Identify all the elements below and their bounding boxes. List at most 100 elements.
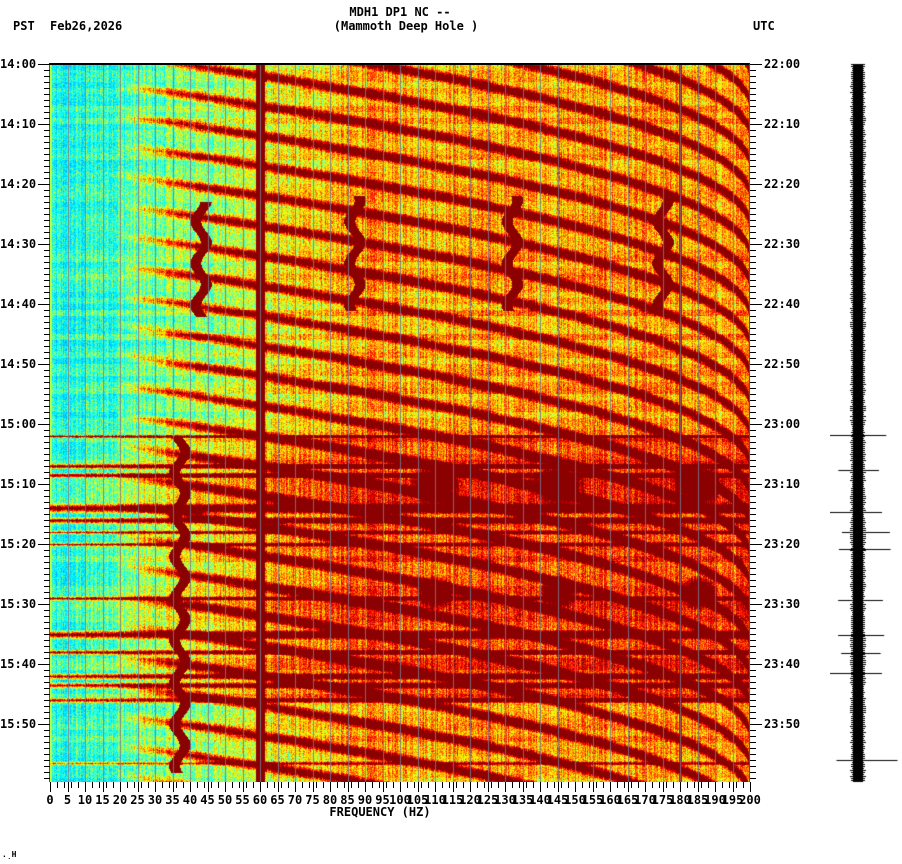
y-tick-right (750, 520, 756, 521)
x-tick (526, 782, 527, 788)
y-tick-right (750, 508, 756, 509)
x-tick (197, 782, 198, 788)
y-tick-left (44, 166, 50, 167)
y-tick-right (750, 676, 756, 677)
x-tick (358, 782, 359, 788)
y-tick-left (38, 124, 50, 125)
y-tick-left (44, 82, 50, 83)
x-tick (243, 782, 244, 792)
y-tick-right (750, 238, 756, 239)
x-tick (463, 782, 464, 788)
x-tick (617, 782, 618, 788)
y-tick-right (750, 670, 756, 671)
x-tick (57, 782, 58, 788)
x-tick (330, 782, 331, 792)
y-tick-left (44, 592, 50, 593)
y-tick-right (750, 550, 756, 551)
y-tick-label-right: 23:00 (764, 417, 801, 431)
x-tick (582, 782, 583, 788)
y-tick-right (750, 214, 756, 215)
x-tick (92, 782, 93, 788)
y-tick-right (750, 82, 756, 83)
x-tick (624, 782, 625, 788)
y-tick-label-left: 14:40 (0, 297, 37, 311)
y-tick-label-left: 15:50 (0, 717, 37, 731)
y-tick-right (750, 388, 756, 389)
x-tick-label: 165 (616, 793, 639, 807)
y-tick-left (44, 700, 50, 701)
x-tick (715, 782, 716, 792)
x-tick-label: 195 (721, 793, 744, 807)
y-tick-left (44, 508, 50, 509)
x-tick-label: 95 (375, 793, 390, 807)
x-tick (348, 782, 349, 792)
x-tick (663, 782, 664, 792)
x-tick (694, 782, 695, 788)
x-tick-label: 185 (686, 793, 709, 807)
y-tick-right (750, 736, 756, 737)
y-tick-label-left: 15:10 (0, 477, 37, 491)
y-tick-label-left: 14:10 (0, 117, 37, 131)
y-tick-left (44, 556, 50, 557)
x-tick-label: 0 (46, 793, 54, 807)
y-tick-right (750, 652, 756, 653)
y-tick-right (750, 634, 756, 635)
y-tick-left (44, 352, 50, 353)
y-tick-left (44, 538, 50, 539)
x-tick-label: 140 (529, 793, 551, 807)
y-tick-left (44, 136, 50, 137)
x-tick (120, 782, 121, 792)
x-tick-label: 115 (441, 793, 464, 807)
y-tick-right (750, 136, 756, 137)
x-tick (155, 782, 156, 792)
x-tick-label: 100 (389, 793, 411, 807)
x-tick (246, 782, 247, 788)
y-tick-left (44, 340, 50, 341)
y-tick-label-right: 22:40 (764, 297, 801, 311)
y-tick-right (750, 610, 756, 611)
y-tick-label-left: 15:40 (0, 657, 37, 671)
y-tick-left (44, 328, 50, 329)
y-tick-left (44, 334, 50, 335)
y-tick-right (750, 244, 762, 245)
y-tick-right (750, 502, 756, 503)
y-tick-left (44, 676, 50, 677)
x-tick (708, 782, 709, 788)
y-tick-left (44, 88, 50, 89)
y-tick-right (750, 700, 756, 701)
y-tick-left (44, 490, 50, 491)
x-tick (313, 782, 314, 792)
x-tick (278, 782, 279, 792)
y-tick-label-right: 23:20 (764, 537, 801, 551)
y-tick-left (44, 262, 50, 263)
x-tick (85, 782, 86, 792)
y-tick-right (750, 628, 756, 629)
x-tick (680, 782, 681, 792)
y-tick-left (44, 250, 50, 251)
y-tick-right (750, 160, 756, 161)
y-tick-right (750, 382, 756, 383)
x-tick-label: 175 (651, 793, 674, 807)
y-tick-left (44, 400, 50, 401)
y-tick-left (44, 736, 50, 737)
x-tick (78, 782, 79, 788)
y-tick-label-left: 14:00 (0, 57, 37, 71)
y-tick-right (750, 574, 756, 575)
x-tick (351, 782, 352, 788)
y-tick-left (44, 130, 50, 131)
x-tick (652, 782, 653, 788)
y-tick-left (44, 118, 50, 119)
x-tick (698, 782, 699, 792)
x-tick-label: 55 (235, 793, 250, 807)
y-tick-left (44, 298, 50, 299)
y-tick-left (44, 160, 50, 161)
x-tick (393, 782, 394, 788)
y-tick-right (750, 148, 756, 149)
y-tick-right (750, 304, 762, 305)
x-tick (729, 782, 730, 788)
spectrogram-canvas (50, 64, 750, 782)
y-tick-left (44, 148, 50, 149)
x-tick (190, 782, 191, 792)
station-title: MDH1 DP1 NC -- (349, 5, 451, 19)
x-tick (288, 782, 289, 788)
